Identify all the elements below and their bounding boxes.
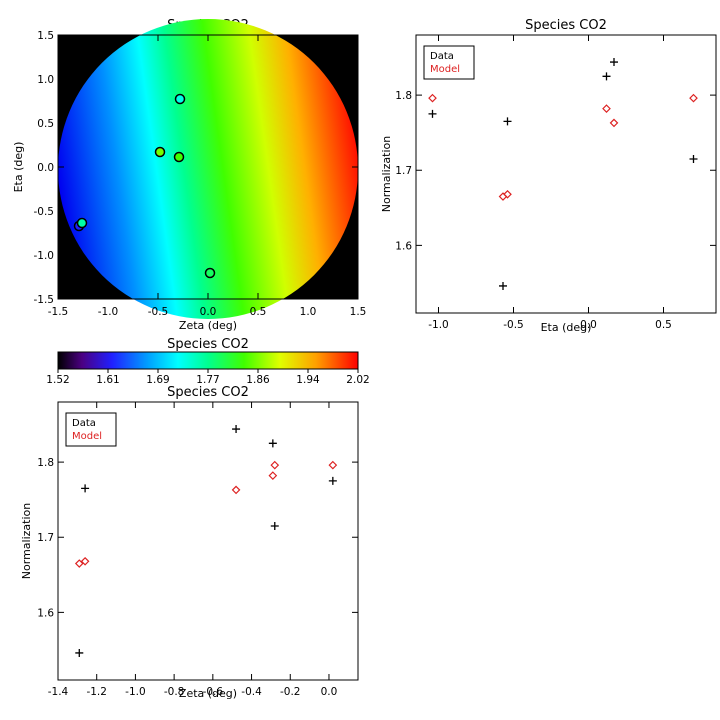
zeta-plot-ylabel: Normalization xyxy=(20,503,33,579)
map-point xyxy=(76,217,88,229)
zeta-plot-marks: -1.4 -1.2 -1.0 -0.8 -0.6 -0.4 -0.2 0.0 1.6 1.7 1.8 xyxy=(37,402,358,698)
colorbar-tick-label: 2.02 xyxy=(346,374,369,386)
zeta-plot-data-point xyxy=(268,439,277,448)
eta-plot-model-point xyxy=(503,189,512,199)
eta-plot-xlabel: Eta (deg) xyxy=(541,321,592,334)
zeta-plot-xtick-label: -1.0 xyxy=(125,686,146,698)
eta-plot-ytick-label: 1.6 xyxy=(395,240,412,252)
eta-plot-frame xyxy=(415,34,717,314)
map-xlabel: Zeta (deg) xyxy=(179,319,237,332)
eta-plot-xtick-label: -1.0 xyxy=(428,319,449,331)
zeta-scatter-panel: Species CO2 -1.4 -1.2 -1.0 -0.8 -0.6 -0.4 -0.2… xyxy=(20,385,359,700)
eta-plot-data-point xyxy=(602,72,611,81)
zeta-plot-model-point xyxy=(270,460,280,470)
map-xtick-label: 1.0 xyxy=(300,306,317,318)
zeta-plot-model-point xyxy=(268,471,278,480)
colorbar-title: Species CO2 xyxy=(167,337,249,352)
eta-plot-xtick-label: 0.0 xyxy=(580,319,597,331)
eta-plot-marks: -1.0 -0.5 0.0 0.5 1.6 1.7 1.8 xyxy=(395,35,716,331)
zeta-plot-xtick-label: -1.2 xyxy=(86,686,107,698)
map-ytick-label: 1.0 xyxy=(37,74,54,86)
eta-plot-data-point xyxy=(503,117,512,126)
map-point xyxy=(174,93,186,105)
zeta-plot-model-point xyxy=(231,485,241,495)
eta-plot-ytick-label: 1.8 xyxy=(395,90,412,102)
zeta-plot-model-point xyxy=(80,556,90,566)
zeta-plot-xtick-label: 0.0 xyxy=(321,686,338,698)
zeta-legend-data: Data xyxy=(72,418,96,429)
zeta-plot-xtick-label: -0.8 xyxy=(164,686,185,698)
zeta-plot-xlabel: Zeta (deg) xyxy=(179,687,237,700)
eta-scatter-panel: Species CO2 -1.0 -0.5 0.0 0.5 1.6 1.7 1.8 Data… xyxy=(380,18,717,334)
map-xtick-label: -0.5 xyxy=(148,306,169,318)
colorbar-tick-label: 1.61 xyxy=(96,374,119,386)
zeta-legend-box xyxy=(65,412,117,447)
eta-legend-data: Data xyxy=(430,51,454,62)
eta-plot-xtick-label: 0.5 xyxy=(655,319,672,331)
eta-plot-data-point xyxy=(689,154,698,163)
eta-plot-model-point xyxy=(609,118,619,128)
map-point xyxy=(154,146,166,158)
zeta-plot-model-point xyxy=(328,460,338,470)
eta-plot-xtick-label: -0.5 xyxy=(503,319,524,331)
zeta-plot-data-point xyxy=(81,484,90,493)
map-point xyxy=(173,151,185,163)
eta-plot-model-point xyxy=(602,104,611,113)
colorbar-tick-label: 1.86 xyxy=(246,374,270,386)
colorbar-tick-label: 1.52 xyxy=(46,374,69,386)
map-panel: Species CO2 -1.5-1.0-0.50.00.51.01.5-1.5… xyxy=(12,18,366,332)
map-ytick-label: -1.5 xyxy=(34,294,55,306)
colorbar-tick-label: 1.94 xyxy=(296,374,320,386)
colorbar xyxy=(57,351,359,370)
eta-plot-title: Species CO2 xyxy=(525,18,607,33)
eta-plot-model-point xyxy=(428,93,437,103)
zeta-plot-ytick-label: 1.6 xyxy=(37,607,54,619)
eta-legend-model: Model xyxy=(430,64,460,75)
map-ylabel: Eta (deg) xyxy=(12,142,25,193)
eta-plot-model-point xyxy=(689,93,698,103)
map-xtick-label: 1.5 xyxy=(350,306,367,318)
eta-plot-data-point xyxy=(610,58,618,67)
eta-plot-ytick-label: 1.7 xyxy=(395,165,412,177)
zeta-plot-xtick-label: -0.2 xyxy=(280,686,301,698)
map-ytick-label: 1.5 xyxy=(37,30,54,42)
zeta-plot-title: Species CO2 xyxy=(167,385,249,400)
zeta-plot-data-point xyxy=(75,648,84,657)
map-xtick-label: 0.5 xyxy=(250,306,267,318)
colorbar-panel: Species CO2 1.52 1.61 1.69 1.77 1.86 1.94 2.02 xyxy=(46,337,369,386)
zeta-plot-xtick-label: -0.6 xyxy=(203,686,224,698)
eta-plot-ylabel: Normalization xyxy=(380,136,393,212)
zeta-plot-data-point xyxy=(270,521,279,530)
eta-plot-data-point xyxy=(428,109,437,118)
zeta-plot-ytick-label: 1.8 xyxy=(37,457,54,469)
zeta-plot-ytick-label: 1.7 xyxy=(37,532,54,544)
colorbar-tick-label: 1.77 xyxy=(196,374,219,386)
zeta-plot-xtick-label: -0.4 xyxy=(241,686,262,698)
zeta-plot-frame xyxy=(57,401,359,681)
colorbar-tick-label: 1.69 xyxy=(146,374,169,386)
map-ytick-label: 0.0 xyxy=(37,162,54,174)
map-ticks: -1.5 -1.0 -0.5 0.0 0.5 1.0 1.5 -1.5 -1.0 -0.5 0.0 0… xyxy=(34,30,367,318)
zeta-plot-data-point xyxy=(232,425,241,434)
zeta-plot-data-point xyxy=(328,476,337,485)
map-points xyxy=(73,93,216,279)
eta-plot-data-point xyxy=(499,281,507,290)
map-ytick-label: 0.5 xyxy=(37,118,54,130)
map-xtick-label: -1.5 xyxy=(48,306,69,318)
map-xtick-label: -1.0 xyxy=(98,306,119,318)
zeta-legend: Data Model xyxy=(65,412,117,447)
zeta-legend-model: Model xyxy=(72,431,102,442)
map-ytick-label: -0.5 xyxy=(34,206,55,218)
zeta-plot-model-point xyxy=(74,559,84,568)
colorbar-ticks: 1.52 1.61 1.69 1.77 1.86 1.94 2.02 xyxy=(46,369,370,386)
map-point xyxy=(204,267,216,279)
map-xtick-label: 0.0 xyxy=(200,306,217,318)
eta-legend-box xyxy=(423,45,475,80)
eta-legend: Data Model xyxy=(423,45,475,80)
map-ytick-label: -1.0 xyxy=(34,250,55,262)
zeta-plot-xtick-label: -1.4 xyxy=(48,686,69,698)
